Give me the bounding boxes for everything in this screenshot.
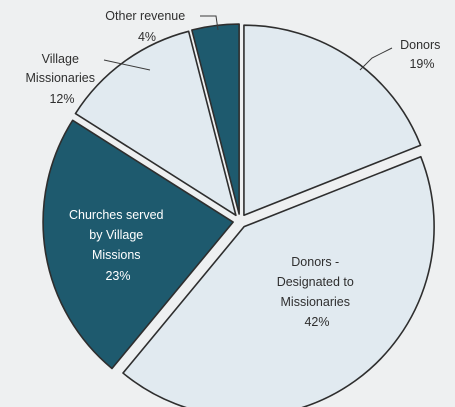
pie-slice-village — [74, 30, 237, 217]
leader-other — [200, 15, 219, 31]
pie-slice-churches — [42, 119, 234, 370]
pie-slice-designated — [122, 155, 435, 407]
label-churches: Churches served by Village Missions 23% — [69, 208, 167, 283]
leader-village — [103, 59, 151, 71]
pie-slice-other — [191, 23, 240, 215]
leader-donors — [359, 47, 393, 71]
label-designated: Donors - Designated to Missionaries 42% — [277, 255, 358, 329]
label-donors: Donors 19% — [400, 38, 444, 71]
pie-slice-donors — [243, 24, 422, 217]
label-village: Village Missionaries 12% — [26, 52, 99, 106]
label-other: Other revenue 4% — [105, 9, 188, 44]
